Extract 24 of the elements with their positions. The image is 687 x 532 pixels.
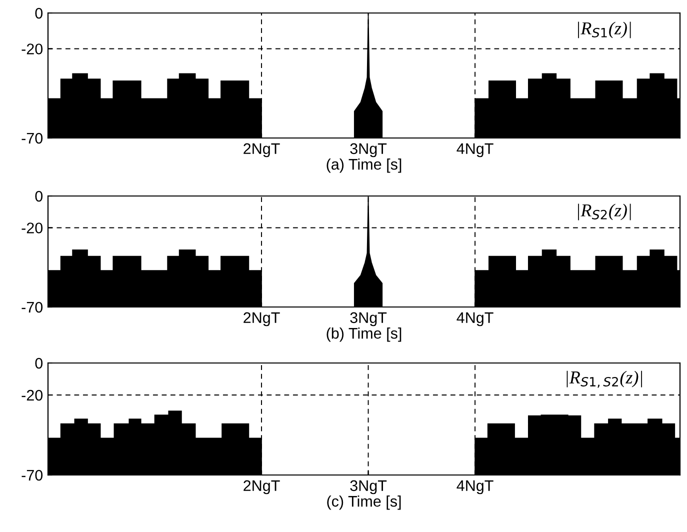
y-tick-label: 0 — [35, 358, 43, 369]
x-tick-label: 4NgT — [456, 312, 494, 326]
annotation: |R$_{S1}$(z)| — [578, 22, 631, 38]
x-axis-title: (a) Time [s] — [326, 158, 402, 173]
x-tick-label: 4NgT — [456, 143, 494, 158]
annotation: |R$_{S2}$(z)| — [578, 204, 631, 220]
x-axis-title: (c) Time [s] — [327, 495, 401, 510]
y-tick-label: 0 — [35, 190, 43, 202]
x-tick-label: 2NgT — [244, 480, 280, 494]
y-tick-label: -70 — [22, 302, 43, 313]
x-tick-label: 2NgT — [244, 312, 280, 326]
y-tick-label: 0 — [35, 8, 43, 19]
y-tick-label: -20 — [22, 44, 43, 54]
y-tick-label: -70 — [22, 470, 43, 481]
x-axis-title: (b) Time [s] — [326, 327, 402, 342]
y-tick-label: -20 — [22, 222, 43, 234]
x-tick-label: 2NgT — [244, 143, 280, 158]
annotation: |R$_{S1,S2}$(z)| — [566, 370, 642, 388]
y-tick-label: -20 — [22, 390, 43, 401]
x-tick-label: 3NgT — [350, 312, 387, 326]
x-tick-label: 3NgT — [350, 143, 387, 158]
x-tick-label: 3NgT — [350, 480, 387, 494]
x-tick-label: 4NgT — [456, 480, 494, 494]
y-tick-label: -70 — [22, 132, 43, 144]
